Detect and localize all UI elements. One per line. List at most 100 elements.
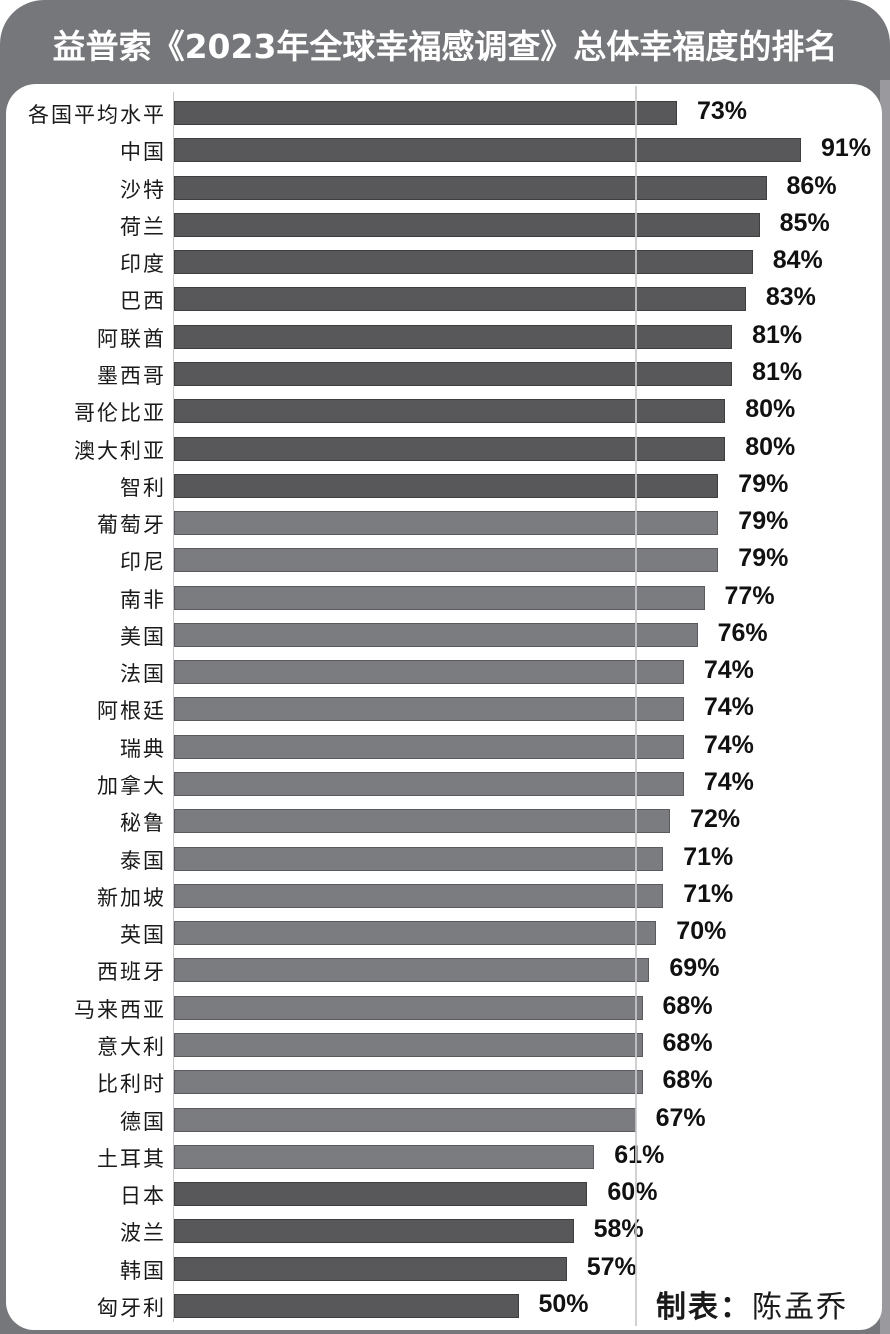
bar — [174, 958, 650, 983]
bar-row: 西班牙 69% — [0, 952, 890, 989]
value-label: 61% — [614, 1140, 665, 1169]
bar — [174, 921, 657, 946]
value-label: 68% — [662, 1029, 713, 1057]
chart-title: 益普索《2023年全球幸福感调查》总体幸福度的排名 — [52, 27, 838, 66]
bar — [174, 473, 719, 498]
bar-row: 中国 91% — [0, 132, 890, 169]
bar — [174, 809, 671, 834]
bar-row: 马来西亚 68% — [0, 990, 890, 1027]
value-label: 74% — [703, 656, 754, 685]
bar-row: 日本 60% — [0, 1176, 890, 1213]
bar-row: 德国 67% — [0, 1102, 890, 1139]
bar — [174, 1182, 588, 1207]
bar — [174, 995, 643, 1020]
bar-row: 比利时 68% — [0, 1064, 890, 1101]
bar — [174, 1107, 636, 1132]
value-label: 69% — [669, 954, 720, 983]
value-label: 73% — [696, 97, 748, 125]
bar — [174, 1033, 643, 1057]
category-label: 智利 — [120, 475, 166, 500]
bar — [174, 697, 684, 722]
bar-row: 美国 76% — [0, 617, 890, 654]
bar — [174, 212, 760, 237]
bar — [174, 101, 677, 125]
value-label: 50% — [538, 1289, 589, 1318]
value-label: 79% — [738, 544, 789, 573]
bar-row: 英国 70% — [0, 915, 890, 952]
bar — [174, 883, 664, 908]
bar — [174, 772, 684, 797]
bar — [174, 287, 746, 312]
bar-row: 加拿大 74% — [0, 766, 890, 803]
bar-row: 泰国 71% — [0, 841, 890, 878]
category-label: 比利时 — [97, 1072, 166, 1097]
category-label: 墨西哥 — [97, 363, 166, 388]
bar-row: 葡萄牙 79% — [0, 505, 890, 542]
category-label: 瑞典 — [120, 736, 166, 761]
bar — [174, 399, 726, 424]
bar-row: 印尼 79% — [0, 542, 890, 579]
category-label: 西班牙 — [97, 960, 166, 985]
bar — [174, 734, 684, 759]
category-label: 波兰 — [120, 1221, 166, 1246]
bar-row: 法国 74% — [0, 654, 890, 691]
frame-edge — [880, 80, 890, 1334]
category-label: 土耳其 — [97, 1146, 166, 1171]
bar-row: 澳大利亚 80% — [0, 431, 890, 468]
bar — [174, 250, 753, 275]
bar-row: 各国平均水平 73% — [0, 95, 890, 132]
bar-row: 波兰 58% — [0, 1213, 890, 1250]
value-label: 74% — [703, 730, 754, 759]
bar-row: 匈牙利 50% — [0, 1288, 890, 1325]
bar — [174, 436, 726, 461]
value-label: 80% — [745, 432, 796, 461]
credit: 制表：陈孟乔 — [656, 1282, 848, 1326]
bar-row: 土耳其 61% — [0, 1139, 890, 1176]
bar-row: 印度 84% — [0, 244, 890, 281]
bar — [174, 361, 733, 386]
value-label: 68% — [662, 991, 713, 1020]
category-label: 各国平均水平 — [28, 103, 166, 127]
bar — [174, 585, 705, 610]
bar-row: 秘鲁 72% — [0, 803, 890, 840]
value-label: 86% — [786, 171, 837, 200]
bar-row: 沙特 86% — [0, 170, 890, 207]
bar — [174, 1144, 595, 1169]
category-label: 阿根廷 — [97, 699, 166, 724]
bar-row: 新加坡 71% — [0, 878, 890, 915]
bar — [174, 1256, 567, 1281]
category-label: 韩国 — [120, 1258, 166, 1283]
bar — [174, 622, 698, 647]
bar — [174, 1070, 643, 1095]
bar-row: 阿联酋 81% — [0, 319, 890, 356]
bar — [174, 324, 733, 349]
category-label: 哥伦比亚 — [74, 401, 166, 426]
bar — [174, 511, 719, 536]
category-label: 印尼 — [120, 550, 166, 575]
reference-gridline — [635, 86, 637, 1326]
value-label: 83% — [765, 283, 816, 312]
value-label: 74% — [703, 693, 754, 722]
category-label: 美国 — [120, 624, 166, 649]
value-label: 76% — [717, 618, 768, 647]
bar-row: 智利 79% — [0, 468, 890, 505]
category-label: 德国 — [120, 1109, 166, 1134]
category-label: 沙特 — [120, 177, 166, 202]
category-label: 南非 — [120, 587, 166, 612]
y-axis-line — [173, 92, 174, 1322]
bar-row: 荷兰 85% — [0, 207, 890, 244]
bar — [174, 1293, 519, 1318]
bar — [174, 138, 801, 163]
bar-row: 意大利 68% — [0, 1027, 890, 1064]
category-label: 澳大利亚 — [74, 438, 166, 463]
value-label: 77% — [724, 581, 775, 610]
value-label: 68% — [662, 1066, 713, 1095]
value-label: 67% — [655, 1103, 706, 1132]
category-label: 新加坡 — [97, 885, 166, 910]
bar — [174, 846, 664, 871]
value-label: 72% — [690, 805, 741, 834]
category-label: 法国 — [120, 662, 166, 687]
category-label: 泰国 — [120, 848, 166, 873]
value-label: 79% — [738, 507, 789, 536]
bar-row: 南非 77% — [0, 580, 890, 617]
